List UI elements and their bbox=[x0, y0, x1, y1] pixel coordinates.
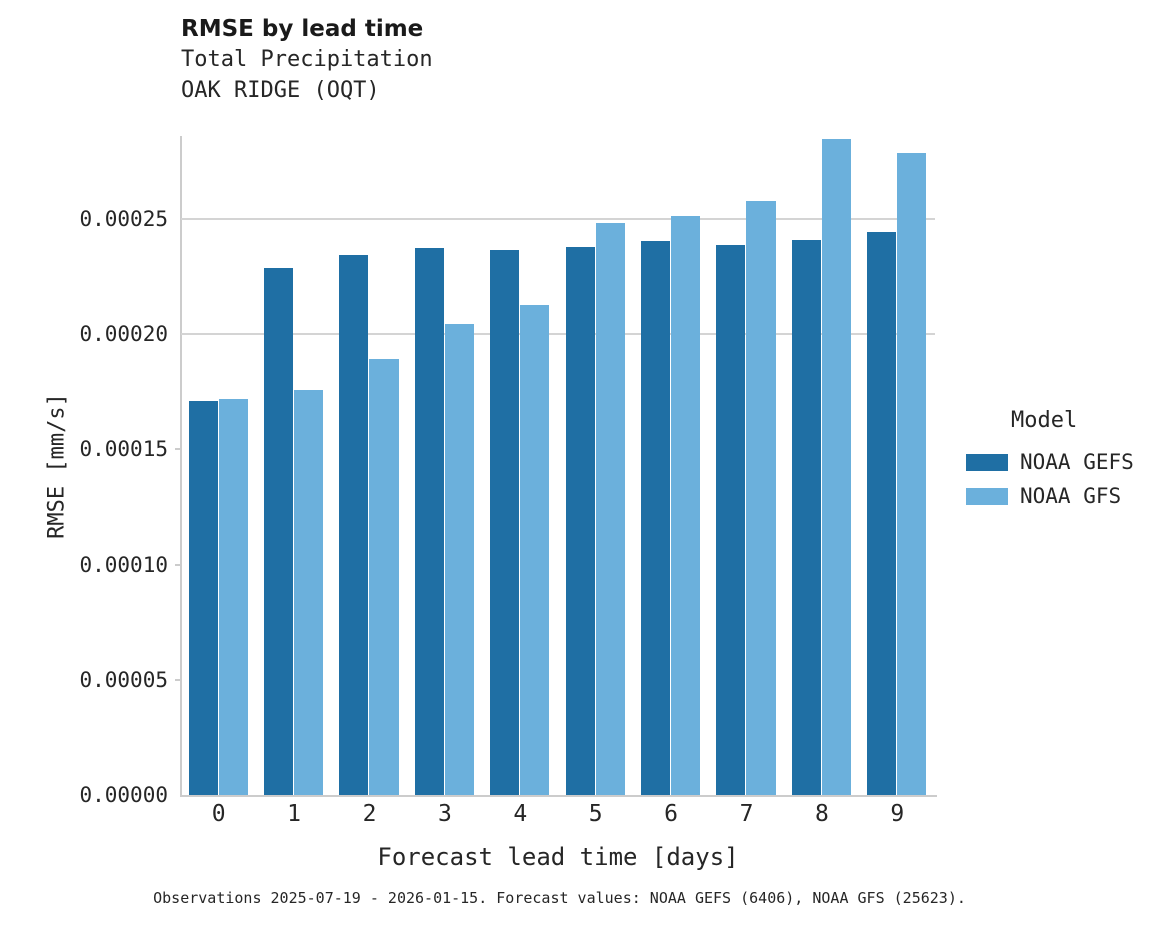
x-tick-label: 7 bbox=[739, 801, 754, 827]
bar[interactable] bbox=[263, 268, 294, 795]
y-tick-label: 0.00025 bbox=[79, 206, 168, 231]
y-tick-mark bbox=[175, 448, 181, 451]
y-tick-label: 0.00000 bbox=[79, 783, 168, 807]
bar[interactable] bbox=[369, 358, 399, 795]
x-tick-label: 5 bbox=[588, 801, 603, 827]
bar[interactable] bbox=[218, 398, 248, 795]
gridline bbox=[181, 333, 935, 336]
bar[interactable] bbox=[821, 139, 852, 795]
bar-group bbox=[263, 136, 324, 795]
legend-item[interactable]: NOAA GEFS bbox=[966, 446, 1175, 478]
x-tick-label: 0 bbox=[211, 801, 226, 827]
x-tick-label: 8 bbox=[814, 801, 829, 827]
chart-subtitle-station: OAK RIDGE (OQT) bbox=[181, 78, 380, 103]
bar[interactable] bbox=[520, 304, 550, 795]
x-axis-tick-labels: 0 1 2 3 4 5 6 7 8 9 bbox=[181, 797, 935, 837]
y-tick-mark bbox=[175, 563, 181, 566]
legend-title: Model bbox=[1011, 408, 1078, 433]
x-tick-label: 9 bbox=[890, 801, 905, 827]
bar-group bbox=[640, 136, 701, 795]
bar[interactable] bbox=[897, 153, 927, 795]
title-block: RMSE by lead time Total Precipitation OA… bbox=[181, 14, 881, 106]
bar[interactable] bbox=[294, 389, 324, 795]
bar[interactable] bbox=[414, 247, 444, 795]
bar-group bbox=[565, 136, 626, 795]
bar[interactable] bbox=[444, 323, 475, 795]
x-tick-label: 2 bbox=[362, 801, 377, 827]
bar[interactable] bbox=[565, 247, 595, 795]
legend-swatch bbox=[966, 487, 1008, 505]
bar[interactable] bbox=[339, 255, 369, 795]
x-tick-label: 4 bbox=[513, 801, 528, 827]
legend-label: NOAA GFS bbox=[1020, 483, 1122, 508]
y-tick-label: 0.00005 bbox=[79, 667, 168, 692]
legend-items: NOAA GEFS NOAA GFS bbox=[966, 446, 1175, 512]
y-tick-label: 0.00010 bbox=[79, 552, 168, 577]
bar[interactable] bbox=[188, 400, 218, 795]
legend-swatch bbox=[966, 453, 1008, 471]
bar[interactable] bbox=[595, 222, 625, 795]
legend-item[interactable]: NOAA GFS bbox=[966, 480, 1175, 512]
x-tick-label: 1 bbox=[287, 801, 302, 827]
bar-group bbox=[188, 136, 249, 795]
chart-subtitle-variable: Total Precipitation bbox=[181, 47, 433, 72]
legend: Model NOAA GEFS NOAA GFS bbox=[966, 408, 1175, 514]
bar[interactable] bbox=[640, 241, 671, 795]
bar[interactable] bbox=[490, 250, 520, 795]
legend-label: NOAA GEFS bbox=[1020, 449, 1134, 474]
bar-group bbox=[339, 136, 399, 795]
y-tick-mark bbox=[175, 678, 181, 681]
x-tick-label: 6 bbox=[664, 801, 679, 827]
page-title: RMSE by lead time bbox=[181, 16, 424, 42]
caption: Observations 2025-07-19 - 2026-01-15. Fo… bbox=[153, 889, 966, 907]
gridline bbox=[181, 217, 935, 220]
plot-area bbox=[175, 136, 937, 797]
bar-group bbox=[414, 136, 475, 795]
bar-group bbox=[490, 136, 550, 795]
bar-group bbox=[867, 136, 927, 795]
bar-group bbox=[791, 136, 852, 795]
bar[interactable] bbox=[671, 216, 701, 795]
y-tick-label: 0.00015 bbox=[79, 437, 168, 462]
y-tick-label: 0.00020 bbox=[79, 322, 168, 347]
y-axis-line bbox=[180, 136, 182, 795]
bar[interactable] bbox=[791, 240, 821, 795]
bar[interactable] bbox=[716, 245, 746, 795]
x-axis-line bbox=[180, 795, 937, 797]
y-axis-tick-labels: 0.00000 0.00005 0.00010 0.00015 0.00020 0.000… bbox=[0, 136, 168, 805]
bar[interactable] bbox=[867, 232, 897, 795]
bar-group bbox=[716, 136, 776, 795]
x-axis-label: Forecast lead time [days] bbox=[377, 843, 739, 871]
bar[interactable] bbox=[746, 201, 776, 795]
x-tick-label: 3 bbox=[437, 801, 452, 827]
